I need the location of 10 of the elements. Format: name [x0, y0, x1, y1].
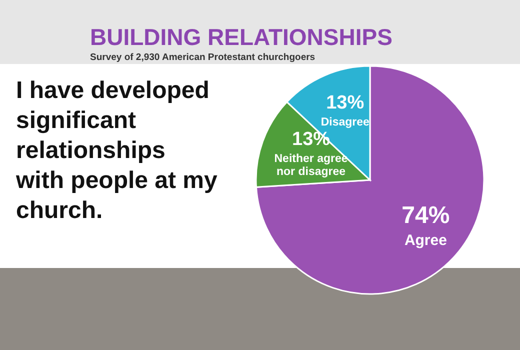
pie-slice	[255, 65, 485, 295]
text: I have developed significant relationships with people at my church.	[15, 77, 218, 224]
slice-label: Neither agree nor disagree	[274, 152, 348, 178]
slice-label: Agree	[404, 232, 447, 249]
slice-label: Disagree	[320, 116, 370, 128]
data-label: 13%	[292, 128, 330, 150]
chart-title: BUILDING RELATIONSHIPS	[90, 24, 392, 50]
chart-subtitle: Survey of 2,930 American Protestant churchgoers	[90, 52, 316, 63]
data-label: 13%	[326, 92, 364, 114]
data-label: 74%	[402, 202, 450, 229]
